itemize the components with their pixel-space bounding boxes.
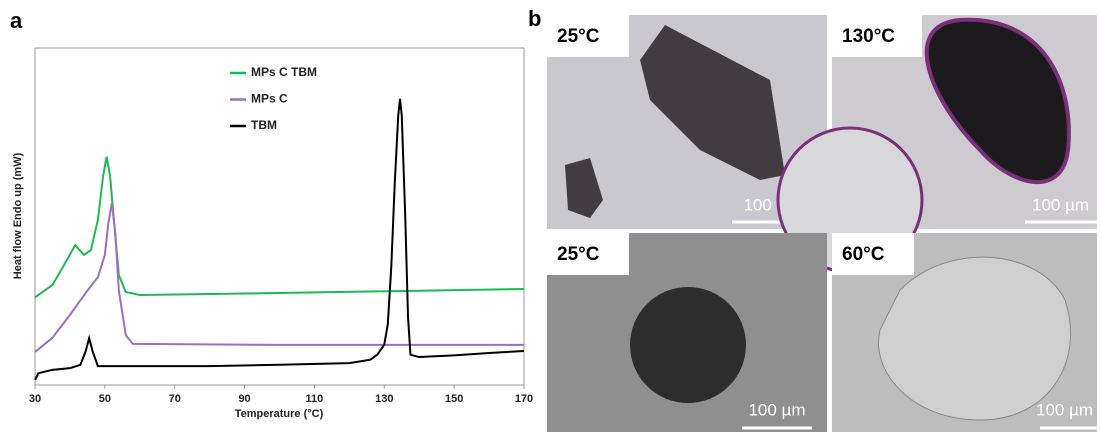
series-line: [35, 99, 524, 380]
legend-label: TBM: [251, 118, 277, 132]
legend-label: MPs C: [251, 92, 288, 106]
panel-label: b: [528, 6, 541, 31]
x-tick-label: 130: [375, 393, 393, 405]
x-tick-label: 110: [306, 393, 324, 405]
scale-label: 100 µm: [1032, 195, 1089, 214]
droplet: [630, 287, 746, 403]
legend-label: MPs C TBM: [251, 65, 317, 79]
temperature-label: 25°C: [557, 244, 600, 265]
x-tick-label: 170: [515, 393, 533, 405]
x-tick-label: 70: [169, 393, 181, 405]
x-axis-title: Temperature (°C): [235, 408, 324, 420]
figure: a b Temperature (°C) Heat flow Endo up (…: [0, 0, 1100, 435]
temperature-label: 130°C: [842, 26, 895, 47]
temperature-label: 60°C: [842, 244, 885, 265]
scale-label: 100 µm: [748, 400, 805, 419]
x-tick-label: 50: [99, 393, 111, 405]
scale-label: 100 µm: [1036, 400, 1093, 419]
panel-label: a: [10, 8, 23, 33]
x-tick-label: 150: [445, 393, 463, 405]
micrograph: 25°C 100 µm: [547, 233, 827, 432]
micrograph: 60°C 100 µm: [832, 233, 1097, 432]
temperature-label: 25°C: [557, 26, 600, 47]
y-axis-title: Heat flow Endo up (mW): [12, 152, 24, 279]
series-line: [35, 203, 524, 352]
x-tick-label: 90: [238, 393, 250, 405]
x-tick-label: 30: [29, 393, 41, 405]
